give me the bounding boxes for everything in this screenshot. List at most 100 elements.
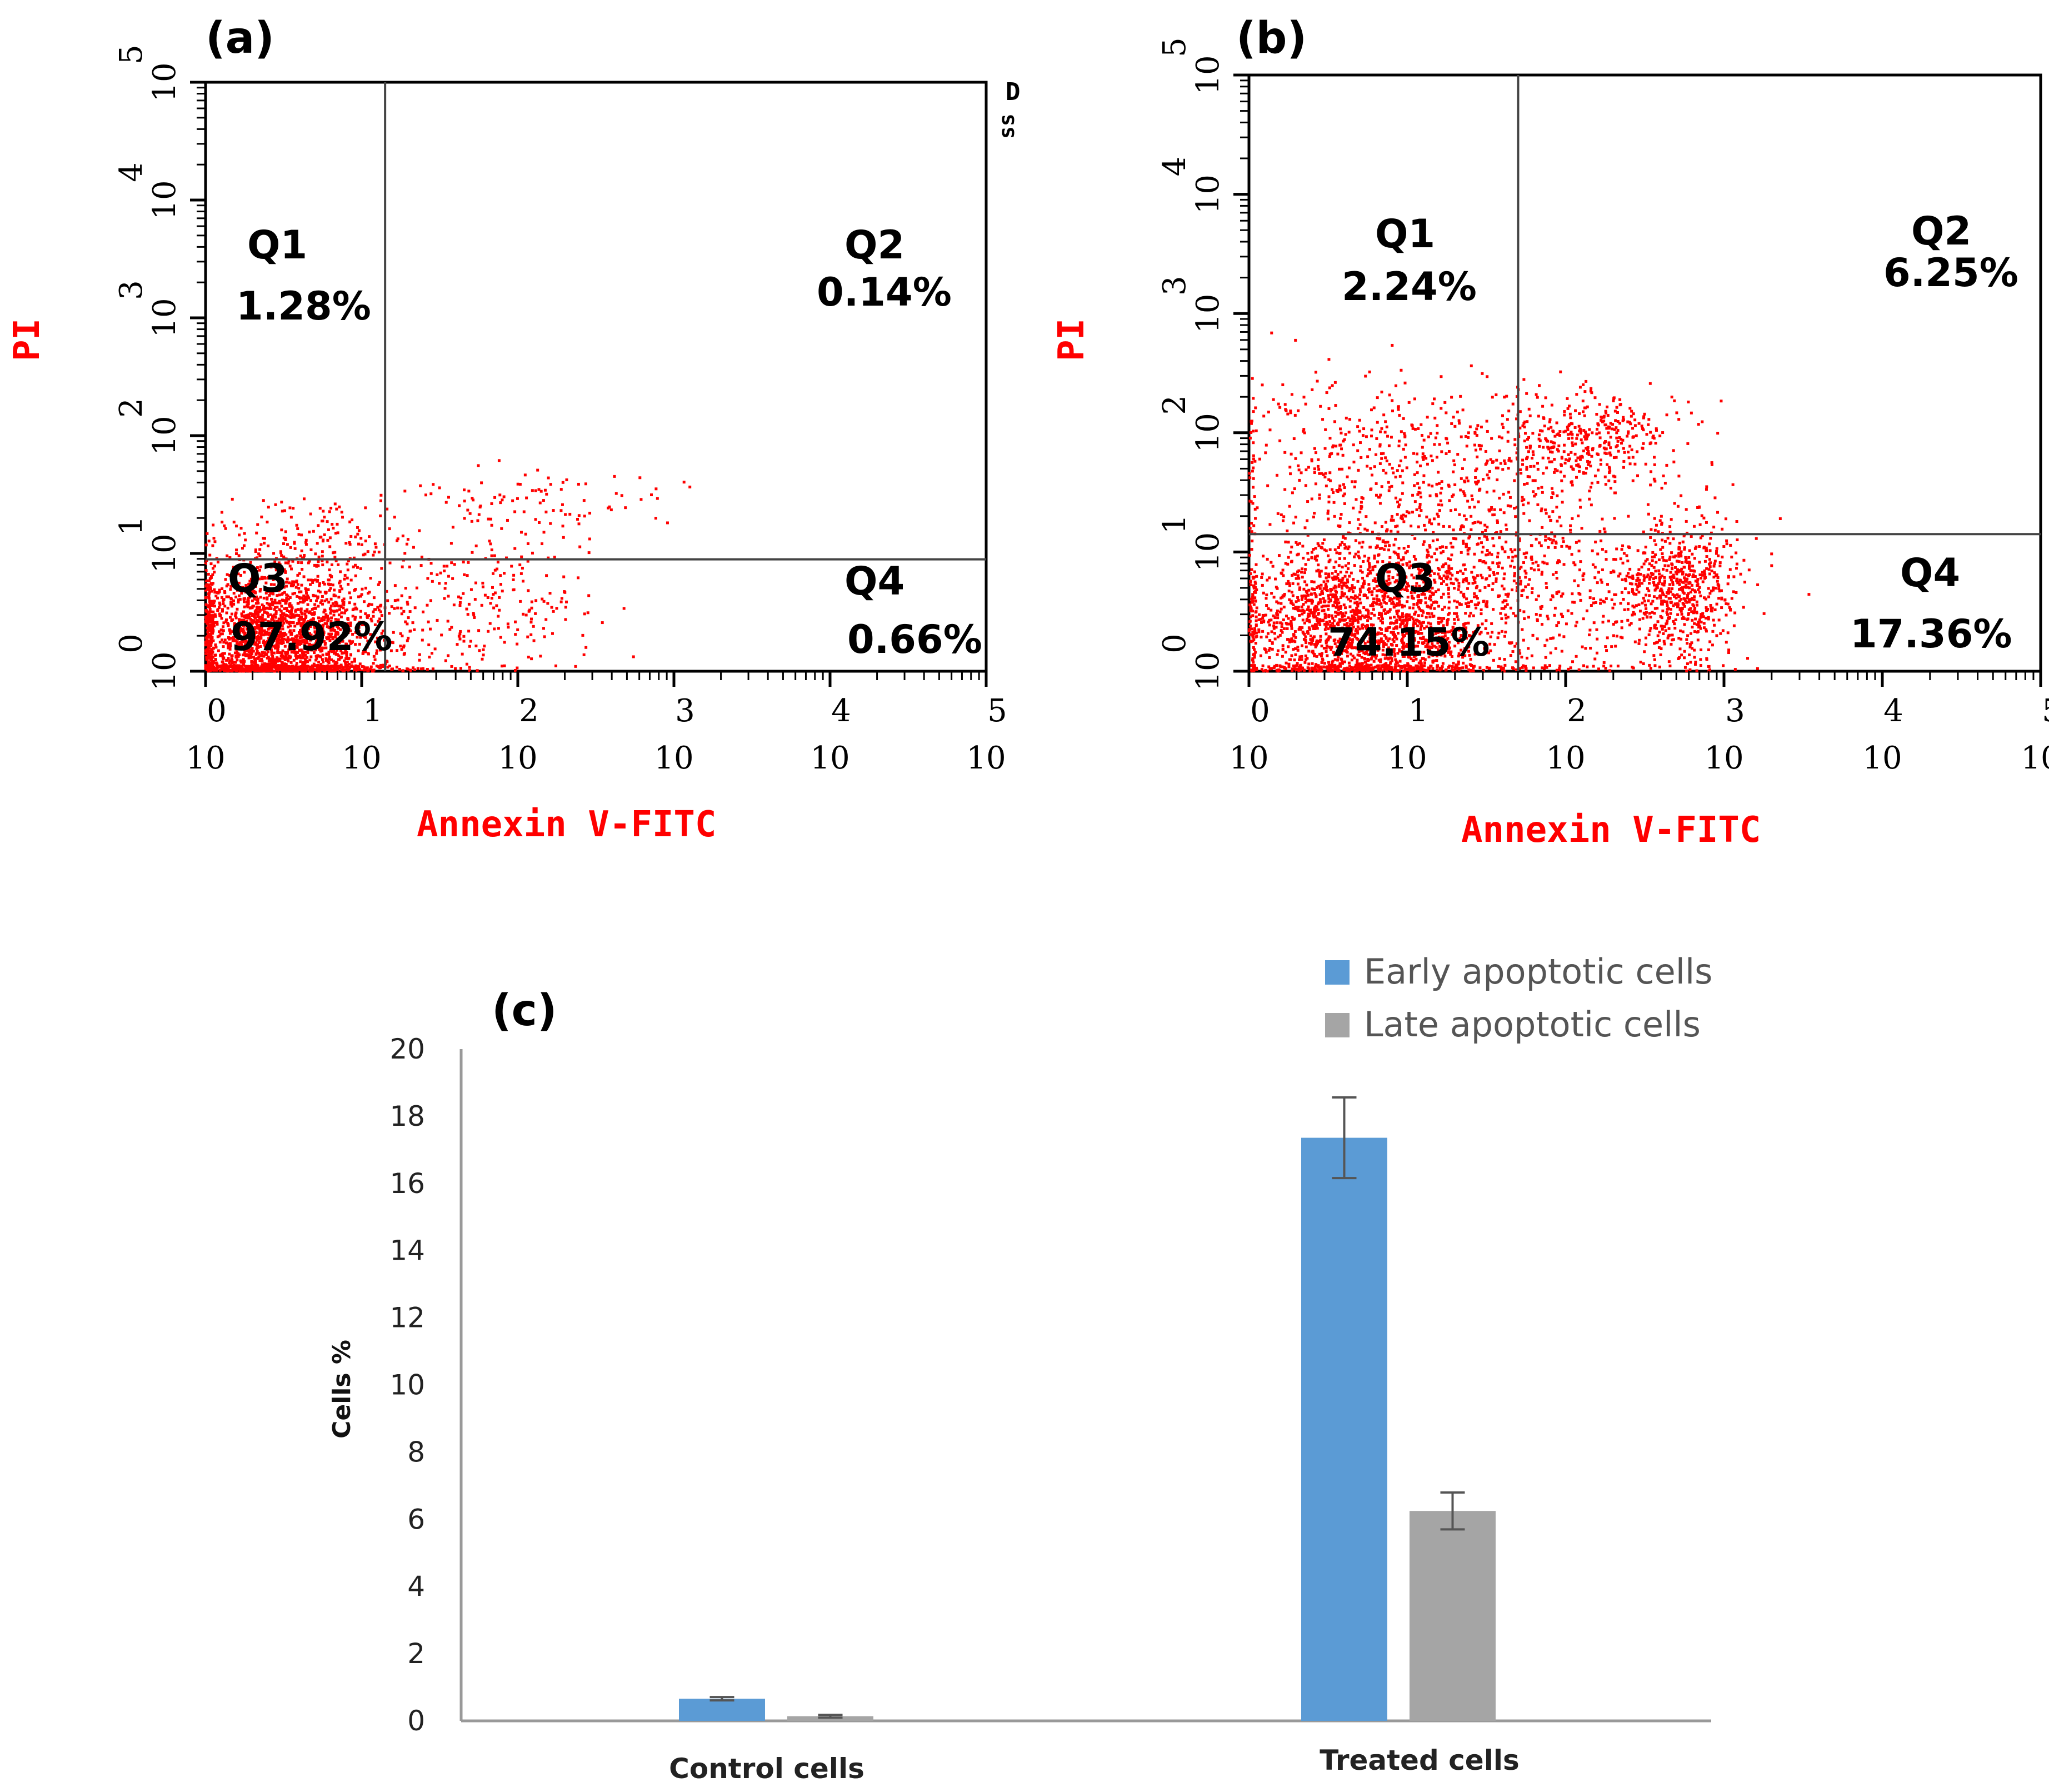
scatter-point — [1371, 655, 1374, 658]
scatter-point — [296, 622, 299, 626]
scatter-point — [530, 606, 533, 610]
scatter-point — [364, 506, 367, 510]
scatter-point — [263, 641, 267, 644]
scatter-point — [372, 610, 375, 613]
scatter-point — [1389, 656, 1392, 660]
scatter-point — [332, 667, 336, 670]
scatter-point — [348, 591, 351, 595]
scatter-point — [1368, 563, 1371, 567]
scatter-point — [1290, 591, 1293, 594]
scatter-point — [1260, 621, 1263, 624]
scatter-point — [288, 610, 291, 613]
scatter-point — [239, 661, 243, 664]
scatter-point — [246, 666, 249, 669]
scatter-point — [482, 648, 485, 651]
scatter-point — [209, 635, 212, 638]
scatter-point — [490, 554, 493, 557]
scatter-point — [1384, 612, 1387, 615]
scatter-point — [1718, 561, 1722, 565]
scatter-point — [1405, 628, 1408, 632]
scatter-point — [1378, 667, 1381, 670]
scatter-point — [251, 599, 254, 602]
scatter-point — [1419, 659, 1422, 662]
scatter-point — [1434, 632, 1437, 635]
scatter-point — [1367, 556, 1371, 560]
scatter-point — [321, 665, 324, 668]
scatter-point — [408, 669, 412, 672]
scatter-point — [1333, 601, 1336, 604]
scatter-point — [1457, 652, 1461, 655]
scatter-point — [1370, 593, 1373, 597]
scatter-point — [313, 630, 317, 633]
scatter-point — [1468, 653, 1471, 657]
scatter-point — [1361, 586, 1365, 589]
scatter-point — [312, 643, 316, 647]
scatter-point — [1465, 665, 1468, 668]
scatter-point — [1310, 641, 1313, 645]
scatter-point — [1312, 548, 1315, 551]
scatter-point — [1395, 644, 1398, 647]
scatter-point — [1311, 600, 1314, 603]
scatter-point — [302, 669, 306, 672]
scatter-point — [1270, 592, 1273, 595]
scatter-point — [232, 667, 236, 670]
scatter-point — [311, 668, 314, 672]
scatter-point — [1398, 586, 1401, 589]
scatter-point — [1315, 608, 1318, 611]
y-tick-exponent: 5 — [113, 44, 149, 64]
scatter-point — [1327, 635, 1331, 638]
scatter-point — [319, 646, 323, 650]
scatter-point — [584, 482, 587, 486]
scatter-point — [1308, 620, 1311, 623]
scatter-point — [1424, 584, 1427, 587]
scatter-point — [295, 662, 298, 665]
scatter-point — [473, 616, 476, 619]
scatter-point — [322, 538, 325, 542]
scatter-point — [1396, 652, 1400, 655]
scatter-point — [1401, 641, 1404, 644]
scatter-point — [1335, 591, 1338, 594]
scatter-point — [211, 617, 214, 620]
scatter-point — [1448, 600, 1451, 603]
scatter-point — [1362, 580, 1366, 583]
panel-a-q1-value: 1.28% — [236, 283, 371, 329]
scatter-point — [353, 660, 356, 663]
scatter-point — [262, 633, 265, 637]
scatter-point — [1250, 668, 1253, 672]
scatter-point — [429, 572, 433, 575]
scatter-point — [1252, 646, 1255, 650]
scatter-point — [208, 553, 212, 557]
scatter-point — [406, 622, 409, 626]
scatter-point — [301, 665, 304, 668]
scatter-point — [261, 667, 264, 671]
scatter-point — [341, 587, 344, 591]
scatter-point — [287, 655, 291, 658]
scatter-point — [352, 565, 355, 568]
scatter-point — [586, 611, 589, 615]
scatter-point — [1462, 661, 1465, 665]
scatter-point — [222, 645, 225, 648]
scatter-point — [448, 628, 452, 631]
scatter-point — [1328, 663, 1332, 667]
scatter-point — [287, 561, 290, 565]
scatter-point — [1482, 600, 1485, 603]
scatter-point — [270, 650, 273, 653]
scatter-point — [312, 607, 316, 610]
scatter-point — [1375, 597, 1378, 601]
scatter-point — [1676, 593, 1679, 596]
scatter-point — [1407, 615, 1411, 618]
scatter-point — [304, 616, 307, 620]
scatter-point — [1347, 545, 1351, 548]
scatter-point — [296, 643, 299, 646]
scatter-point — [267, 638, 271, 642]
x-tick-base: 10 — [342, 740, 381, 776]
scatter-point — [1361, 649, 1364, 652]
scatter-point — [1313, 588, 1316, 591]
scatter-point — [322, 510, 325, 513]
scatter-point — [336, 624, 339, 627]
scatter-point — [468, 669, 471, 672]
scatter-point — [273, 651, 276, 655]
scatter-point — [1693, 648, 1696, 652]
scatter-point — [309, 583, 312, 586]
scatter-point — [1424, 601, 1427, 605]
